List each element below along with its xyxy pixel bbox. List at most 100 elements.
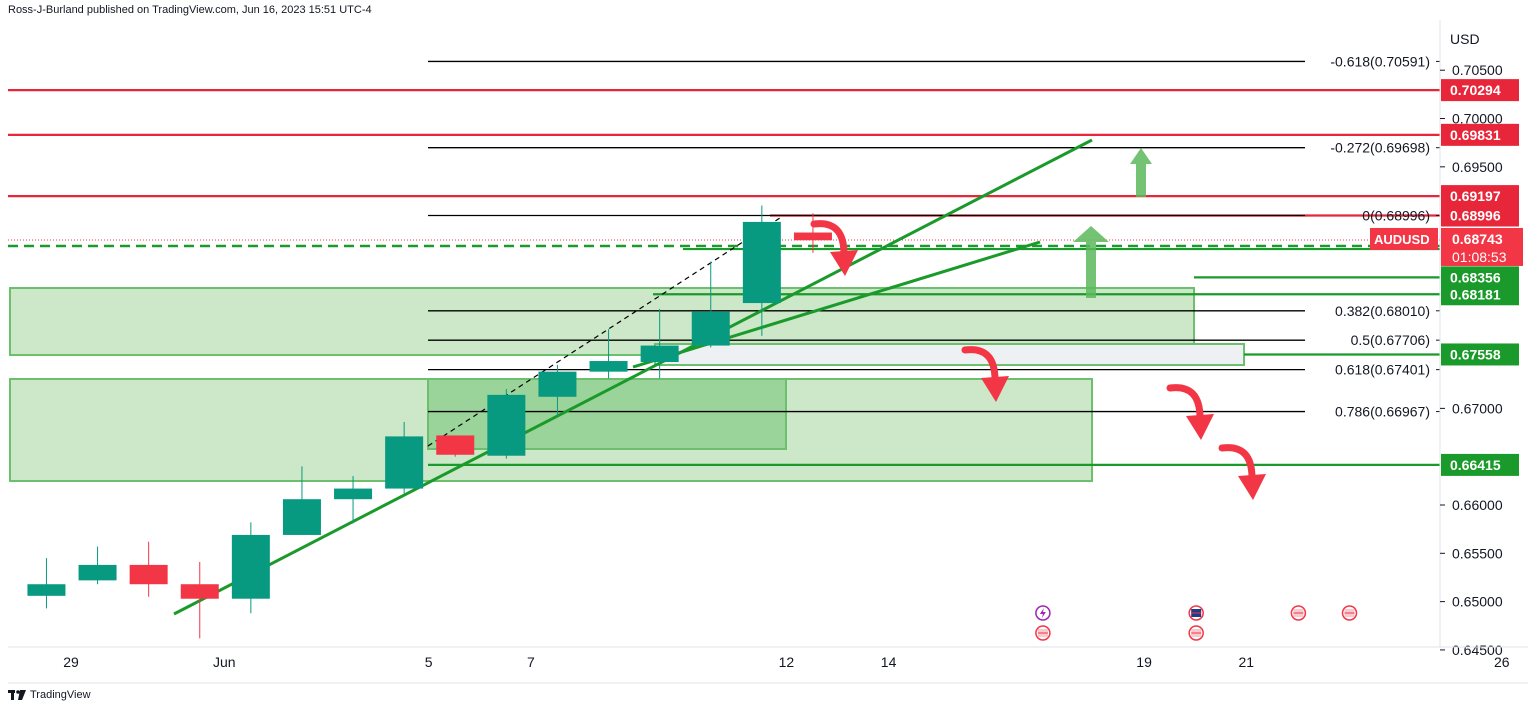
candle[interactable] — [640, 308, 679, 379]
tradingview-footer[interactable]: TradingView — [8, 689, 91, 701]
icon-bolt — [1039, 608, 1046, 618]
price-label-text: 0.68996 — [1450, 208, 1501, 224]
lightning-event-icon[interactable] — [1035, 605, 1051, 621]
candle-body — [282, 499, 321, 535]
red-curved-arrow-3[interactable] — [1166, 384, 1214, 440]
candle[interactable] — [589, 329, 628, 379]
candle-body — [78, 564, 117, 581]
arrow-head — [830, 250, 858, 276]
red-line-2-axis-label: 0.69831 — [1441, 123, 1519, 146]
us-flag-icon[interactable] — [1290, 605, 1307, 621]
x-tick-label: 14 — [881, 654, 897, 670]
candle-body — [436, 435, 475, 455]
candle-body — [129, 564, 168, 585]
candle[interactable] — [487, 389, 526, 459]
arrow-curve — [961, 346, 999, 384]
fib-label: -0.618(0.70591) — [1330, 53, 1430, 69]
currency-label: USD — [1450, 31, 1480, 47]
price-label-text: 0.67558 — [1450, 346, 1501, 362]
candle-body — [742, 221, 781, 304]
red-curved-arrow-4[interactable] — [1218, 444, 1266, 500]
x-tick-label: 21 — [1239, 654, 1255, 670]
green-arrow-up-1[interactable] — [1073, 226, 1109, 298]
price-label-bg — [1441, 343, 1519, 366]
trendline-main[interactable] — [173, 138, 1093, 616]
arrow-head — [1238, 474, 1266, 500]
fib-label: -0.272(0.69698) — [1330, 140, 1430, 156]
us-flag-icon[interactable] — [1521, 606, 1535, 620]
fib-trend-line[interactable] — [427, 215, 784, 447]
arrow-curve — [1166, 384, 1204, 422]
x-tick-label: 5 — [425, 654, 433, 670]
candle[interactable] — [78, 546, 117, 585]
y-tick-label: 0.70500 — [1452, 62, 1503, 78]
candle-body — [231, 534, 270, 599]
icon-ring — [1521, 606, 1535, 620]
x-tick-label: 12 — [779, 654, 795, 670]
y-tick-label: 0.65500 — [1452, 545, 1503, 561]
y-tick-label: 0.69500 — [1452, 159, 1503, 175]
candle-body — [487, 394, 526, 456]
x-tick-label: 19 — [1136, 654, 1152, 670]
candle-body — [538, 371, 577, 397]
fib-label: 0.786(0.66967) — [1335, 404, 1430, 420]
candle-body — [793, 232, 832, 241]
y-tick-label: 0.64500 — [1452, 642, 1503, 658]
price-label-text: 0.68356 — [1450, 269, 1501, 285]
price-label-bg — [1441, 283, 1519, 306]
candle[interactable] — [129, 541, 168, 597]
current-price-badge: AUDUSD 0.68743 01:08:53 — [1370, 227, 1523, 266]
y-tick-label: 0.66000 — [1452, 497, 1503, 513]
green-arrow-up-2[interactable] — [1130, 148, 1152, 197]
current-price-text: 0.68743 — [1452, 231, 1503, 247]
green-line-3-axis-label: 0.68181 — [1441, 283, 1519, 306]
trendline-secondary[interactable] — [632, 240, 1041, 369]
arrow-shape — [1130, 148, 1152, 197]
red-line-3-axis-label: 0.69197 — [1441, 185, 1519, 208]
candle[interactable] — [793, 213, 832, 253]
candle[interactable] — [334, 476, 373, 524]
red-curved-arrow-1[interactable] — [810, 220, 858, 276]
candle[interactable] — [231, 522, 270, 614]
x-tick-label: 7 — [527, 654, 535, 670]
price-label-bg — [1441, 79, 1519, 102]
price-label-text: 0.69831 — [1450, 127, 1501, 143]
candle-body — [27, 584, 66, 596]
candle[interactable] — [742, 205, 781, 336]
candle[interactable] — [538, 364, 577, 417]
candle-body — [640, 345, 679, 362]
fib-label: 0(0.68996) — [1362, 208, 1430, 224]
fib-label: 0.382(0.68010) — [1335, 303, 1430, 319]
us-flag-icon[interactable] — [1188, 625, 1204, 641]
candle[interactable] — [385, 421, 424, 494]
green-line-2-axis-label: 0.68356 — [1441, 266, 1519, 289]
publish-header: Ross-J-Burland published on TradingView.… — [8, 4, 372, 16]
fib-label: 0.618(0.67401) — [1335, 362, 1430, 378]
icon-flag — [1523, 609, 1533, 617]
price-label-bg — [1441, 453, 1519, 476]
candle[interactable] — [180, 562, 219, 639]
red-curved-arrow-2[interactable] — [961, 346, 1009, 402]
us-flag-icon[interactable] — [1035, 625, 1051, 641]
price-label-bg — [1441, 266, 1519, 289]
x-tick-label: 29 — [63, 654, 79, 670]
us-flag-icon[interactable] — [1341, 605, 1358, 621]
symbol-badge-text: AUDUSD — [1374, 232, 1430, 247]
price-label-bg — [1441, 123, 1519, 146]
candle[interactable] — [282, 466, 321, 535]
price-label-text: 0.69197 — [1450, 188, 1501, 204]
plot-area[interactable]: -0.618(0.70591) -0.272(0.69698) 0(0.68996)… — [8, 53, 1536, 641]
countdown-text: 01:08:53 — [1452, 249, 1507, 265]
current-price-bg — [1441, 227, 1523, 266]
candle[interactable] — [691, 261, 730, 348]
y-tick-label: 0.67000 — [1452, 400, 1503, 416]
tradingview-logo-icon — [8, 690, 26, 700]
candle[interactable] — [27, 558, 66, 609]
tradingview-brand: TradingView — [30, 689, 91, 701]
y-tick-label: 0.70000 — [1452, 111, 1503, 127]
candle[interactable] — [436, 435, 475, 457]
arrow-curve — [810, 220, 848, 258]
support-zone-small[interactable] — [654, 343, 1245, 366]
au-flag-icon[interactable] — [1188, 605, 1204, 621]
